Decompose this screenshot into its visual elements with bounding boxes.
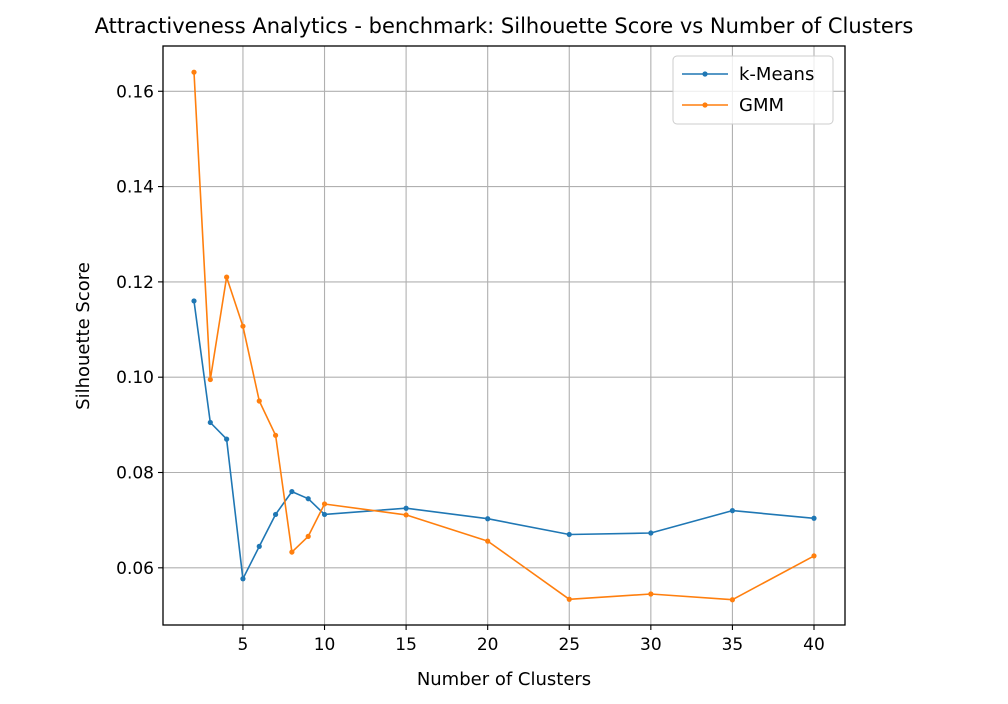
y-tick-label: 0.06 [116, 559, 154, 579]
y-axis-label: Silhouette Score [73, 262, 94, 410]
data-point-gmm [272, 432, 279, 438]
data-point-gmm [403, 512, 409, 518]
x-axis: 5 10 15 20 25 30 35 40 [238, 625, 825, 655]
data-point-k-means [224, 436, 230, 442]
x-tick-label: 15 [395, 635, 417, 655]
legend: k-Means GMM [672, 55, 834, 125]
data-point-k-means [403, 505, 409, 511]
legend-marker-gmm [702, 102, 708, 108]
x-tick-label: 20 [477, 635, 499, 655]
data-point-k-means [729, 508, 736, 514]
data-point-gmm [729, 597, 736, 603]
legend-label-gmm: GMM [739, 95, 784, 116]
data-point-gmm [321, 501, 328, 507]
legend-marker-k-means [702, 71, 708, 77]
y-tick-label: 0.08 [116, 464, 154, 484]
x-tick-label: 5 [238, 635, 249, 655]
x-tick-label: 35 [722, 635, 744, 655]
series-layer [191, 69, 817, 603]
x-tick-label: 40 [803, 635, 825, 655]
data-point-gmm [256, 398, 262, 404]
data-point-gmm [566, 596, 572, 602]
data-point-k-means [191, 298, 197, 304]
data-point-k-means [256, 543, 262, 549]
legend-label-k-means: k-Means [739, 64, 814, 85]
y-tick-label: 0.14 [116, 178, 154, 198]
data-point-gmm [811, 553, 817, 559]
y-tick-label: 0.16 [116, 82, 154, 102]
data-point-k-means [240, 576, 246, 582]
data-point-k-means [566, 531, 572, 538]
plot-frame [162, 45, 846, 626]
data-point-gmm [648, 591, 654, 597]
y-axis: 0.06 0.08 0.10 0.12 0.14 0.16 [116, 82, 163, 579]
data-point-gmm [305, 533, 311, 539]
x-axis-label: Number of Clusters [417, 669, 591, 690]
data-point-gmm [191, 69, 197, 75]
y-tick-label: 0.10 [116, 368, 154, 388]
y-tick-label: 0.12 [116, 273, 154, 293]
data-point-k-means [485, 516, 491, 522]
data-point-gmm [207, 376, 213, 383]
data-point-gmm [289, 549, 295, 555]
chart-title: Attractiveness Analytics - benchmark: Si… [95, 14, 914, 38]
data-point-k-means [305, 496, 311, 502]
data-point-gmm [224, 274, 230, 280]
data-point-k-means [207, 419, 213, 426]
data-point-k-means [289, 488, 295, 495]
x-tick-label: 30 [640, 635, 662, 655]
data-point-k-means [648, 530, 654, 536]
data-point-gmm [485, 538, 491, 544]
data-point-k-means [272, 511, 279, 518]
data-point-gmm [240, 323, 246, 329]
x-tick-label: 25 [558, 635, 580, 655]
data-point-k-means [811, 515, 817, 521]
data-point-k-means [321, 511, 328, 518]
legend-box [672, 55, 834, 125]
x-tick-label: 10 [314, 635, 336, 655]
